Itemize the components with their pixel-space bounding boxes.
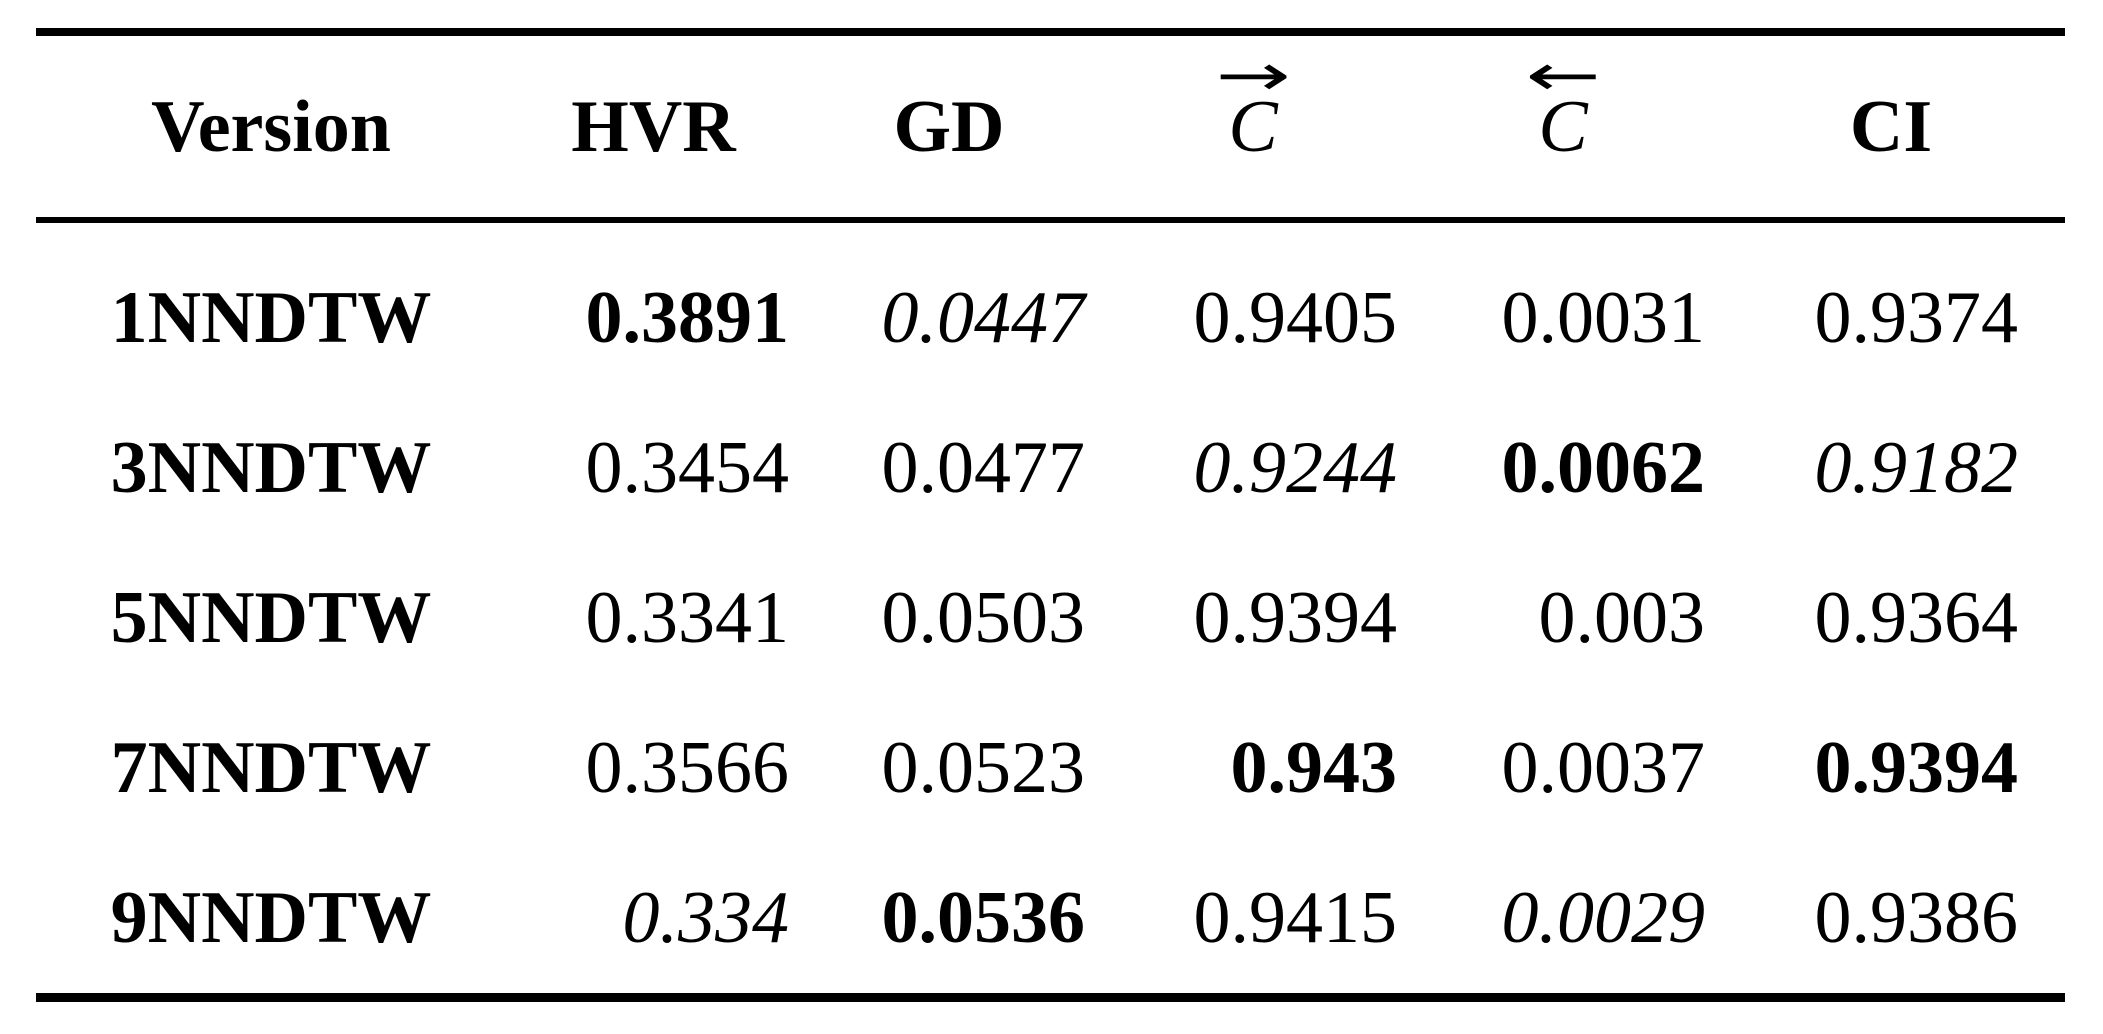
table-row: 5NNDTW 0.3341 0.0503 0.9394 0.003 0.9364 <box>36 543 2065 693</box>
row-label: 7NNDTW <box>110 727 432 809</box>
table-body: 1NNDTW 0.3891 0.0447 0.9405 0.0031 0.937… <box>36 223 2065 993</box>
table-cell-gd: 0.0523 <box>881 727 1086 809</box>
column-header-hvr: HVR <box>571 85 736 168</box>
table-cell-hvr: 0.3341 <box>585 577 790 659</box>
c-backward-base: C <box>1538 85 1588 168</box>
table-cell-ci: 0.9364 <box>1814 577 2019 659</box>
row-label: 9NNDTW <box>110 877 432 959</box>
left-arrow-icon: ← <box>1525 40 1601 109</box>
table-cell-c-backward: 0.0037 <box>1501 727 1706 809</box>
table-cell-c-backward: 0.003 <box>1538 577 1706 659</box>
table-cell-ci: 0.9386 <box>1814 877 2019 959</box>
c-backward-symbol: ← C <box>1525 46 1600 164</box>
c-forward-symbol: → C <box>1215 46 1290 164</box>
table-cell-c-backward: 0.0031 <box>1501 277 1706 359</box>
table-mid-rule <box>36 217 2065 223</box>
row-label: 1NNDTW <box>110 277 432 359</box>
table-cell-c-forward: 0.9415 <box>1193 877 1398 959</box>
table-cell-gd: 0.0503 <box>881 577 1086 659</box>
table-row: 7NNDTW 0.3566 0.0523 0.943 0.0037 0.9394 <box>36 693 2065 843</box>
table-cell-c-forward: 0.9394 <box>1193 577 1398 659</box>
table-cell-ci: 0.9374 <box>1814 277 2019 359</box>
table-row: 9NNDTW 0.334 0.0536 0.9415 0.0029 0.9386 <box>36 843 2065 993</box>
table-cell-ci: 0.9394 <box>1814 727 2019 809</box>
table-cell-c-backward: 0.0062 <box>1501 427 1706 509</box>
table-cell-ci: 0.9182 <box>1814 427 2019 509</box>
table-top-rule <box>36 28 2065 36</box>
table-cell-gd: 0.0536 <box>881 877 1086 959</box>
column-header-c-forward: → C <box>1097 46 1409 164</box>
table-cell-gd: 0.0477 <box>881 427 1086 509</box>
c-forward-base: C <box>1228 85 1278 168</box>
results-table: Version HVR GD → C ← C CI 1NNDTW 0.3891 0.… <box>36 28 2065 1002</box>
table-cell-hvr: 0.334 <box>622 877 790 959</box>
table-cell-c-forward: 0.943 <box>1230 727 1398 809</box>
column-header-version: Version <box>151 85 391 168</box>
table-row: 1NNDTW 0.3891 0.0447 0.9405 0.0031 0.937… <box>36 243 2065 393</box>
table-cell-c-forward: 0.9405 <box>1193 277 1398 359</box>
table-cell-c-backward: 0.0029 <box>1501 877 1706 959</box>
table-cell-c-forward: 0.9244 <box>1193 427 1398 509</box>
column-header-ci: CI <box>1849 85 1933 168</box>
table-cell-gd: 0.0447 <box>881 277 1086 359</box>
table-cell-hvr: 0.3891 <box>585 277 790 359</box>
table-cell-hvr: 0.3566 <box>585 727 790 809</box>
row-label: 5NNDTW <box>110 577 432 659</box>
table-bottom-rule <box>36 993 2065 1002</box>
row-label: 3NNDTW <box>110 427 432 509</box>
right-arrow-icon: → <box>1215 40 1291 109</box>
table-header-row: Version HVR GD → C ← C CI <box>36 36 2065 217</box>
table-cell-hvr: 0.3454 <box>585 427 790 509</box>
table-row: 3NNDTW 0.3454 0.0477 0.9244 0.0062 0.918… <box>36 393 2065 543</box>
column-header-gd: GD <box>893 85 1005 168</box>
column-header-c-backward: ← C <box>1409 46 1717 164</box>
